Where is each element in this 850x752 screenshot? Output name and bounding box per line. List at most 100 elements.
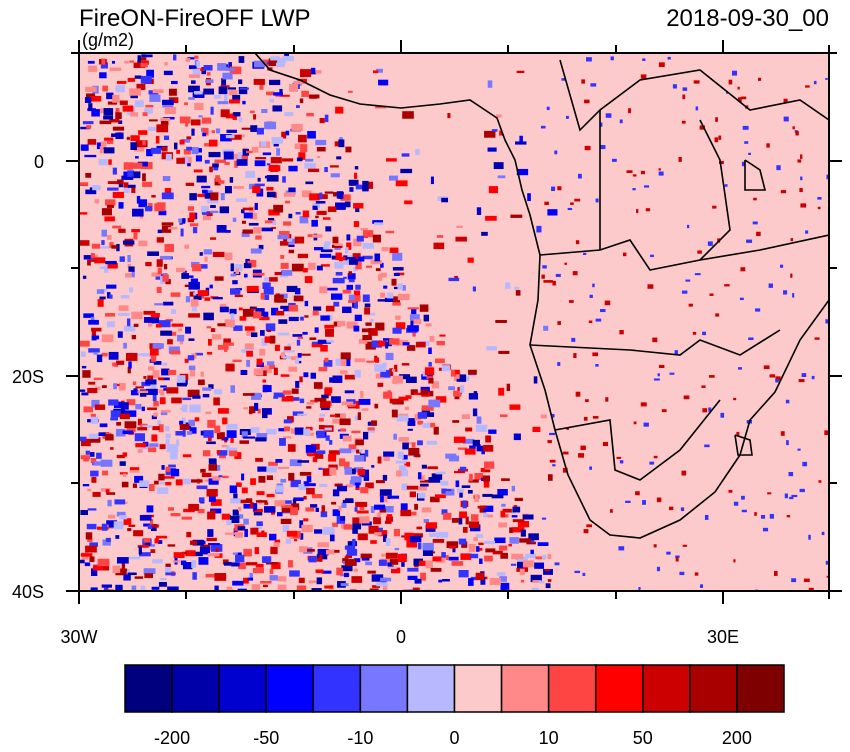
- lwp-cell: [275, 293, 280, 296]
- lwp-cell: [477, 505, 486, 509]
- lwp-cell: [127, 77, 136, 82]
- lwp-cell: [740, 96, 747, 100]
- lwp-cell: [445, 488, 455, 496]
- lwp-cell: [411, 442, 416, 448]
- lwp-cell: [381, 247, 389, 252]
- lwp-cell: [520, 579, 525, 583]
- lwp-cell: [354, 455, 365, 462]
- lwp-cell: [509, 404, 521, 410]
- lwp-cell: [498, 522, 508, 528]
- lwp-cell: [427, 412, 435, 417]
- lwp-cell: [688, 303, 693, 307]
- lwp-cell: [386, 158, 397, 162]
- lwp-cell: [387, 559, 399, 565]
- lwp-cell: [230, 498, 241, 504]
- lwp-cell: [208, 464, 218, 471]
- lwp-cell: [459, 385, 465, 393]
- lwp-cell: [229, 515, 240, 524]
- lwp-cell: [79, 389, 86, 392]
- lwp-cell: [171, 80, 178, 85]
- lwp-cell: [273, 367, 278, 376]
- lwp-cell: [202, 393, 210, 398]
- lwp-cell: [101, 58, 106, 65]
- lwp-cell: [595, 198, 599, 203]
- lwp-cell: [310, 399, 318, 403]
- lwp-cell: [229, 288, 241, 295]
- lwp-cell: [90, 416, 99, 424]
- lwp-cell: [697, 250, 702, 254]
- lwp-cell: [89, 187, 95, 193]
- lwp-cell: [348, 444, 357, 450]
- lwp-cell: [129, 467, 140, 472]
- colorbar-box: [547, 664, 597, 713]
- lwp-cell: [292, 499, 297, 507]
- lwp-cell: [79, 212, 88, 215]
- lwp-cell: [286, 530, 298, 537]
- lwp-cell: [226, 68, 236, 71]
- lwp-cell: [91, 327, 102, 332]
- lwp-cell: [263, 506, 276, 513]
- lwp-cell: [208, 151, 221, 158]
- lwp-cell: [299, 520, 304, 529]
- lwp-cell: [321, 394, 329, 399]
- colorbar-box: [689, 664, 738, 713]
- lwp-cell: [583, 416, 588, 421]
- lwp-cell: [237, 152, 242, 160]
- lwp-cell: [297, 413, 308, 416]
- lwp-cell: [492, 550, 503, 555]
- lwp-cell: [216, 224, 227, 233]
- lwp-cell: [484, 540, 496, 545]
- lwp-cell: [229, 66, 242, 75]
- lwp-cell: [272, 220, 277, 226]
- lwp-cell: [404, 200, 413, 205]
- lwp-cell: [250, 392, 262, 400]
- lwp-cell: [421, 407, 430, 414]
- lwp-cell: [198, 115, 203, 118]
- lwp-cell: [101, 385, 107, 389]
- lwp-cell: [173, 54, 177, 61]
- lwp-cell: [374, 364, 387, 372]
- lwp-cell: [649, 461, 655, 465]
- lwp-cell: [237, 588, 247, 591]
- lwp-cell: [185, 326, 192, 334]
- lwp-cell: [128, 287, 134, 293]
- lwp-cell: [203, 249, 213, 255]
- lwp-cell: [301, 524, 313, 533]
- lwp-cell: [252, 185, 261, 194]
- lwp-cell: [769, 513, 774, 519]
- lwp-cell: [274, 539, 281, 543]
- lwp-cell: [163, 264, 168, 270]
- lwp-cell: [80, 351, 86, 357]
- lwp-cell: [448, 455, 460, 462]
- lwp-cell: [124, 60, 129, 64]
- lwp-cell: [385, 352, 394, 361]
- lwp-cell: [107, 499, 112, 507]
- lwp-cell: [658, 62, 665, 68]
- lwp-cell: [557, 362, 561, 366]
- lwp-cell: [260, 581, 272, 584]
- lwp-cell: [145, 539, 150, 547]
- lwp-cell: [266, 186, 274, 191]
- lwp-cell: [147, 447, 157, 453]
- lwp-cell: [279, 94, 290, 97]
- lwp-cell: [225, 113, 235, 119]
- lwp-cell: [404, 406, 409, 411]
- lwp-cell: [436, 340, 445, 346]
- lwp-cell: [159, 397, 166, 405]
- lwp-cell: [249, 572, 253, 581]
- lwp-cell: [335, 202, 346, 210]
- lwp-cell: [427, 422, 436, 428]
- colorbar-box: [594, 664, 644, 713]
- lwp-cell: [383, 534, 387, 542]
- lwp-cell: [237, 526, 246, 531]
- lwp-cell: [351, 576, 363, 583]
- lwp-cell: [304, 276, 313, 284]
- lwp-cell: [137, 449, 143, 453]
- lwp-cell: [273, 204, 284, 213]
- lwp-cell: [115, 584, 123, 590]
- lwp-cell: [385, 552, 398, 559]
- lwp-cell: [695, 106, 699, 111]
- lwp-cell: [269, 575, 278, 581]
- lwp-cell: [112, 362, 117, 367]
